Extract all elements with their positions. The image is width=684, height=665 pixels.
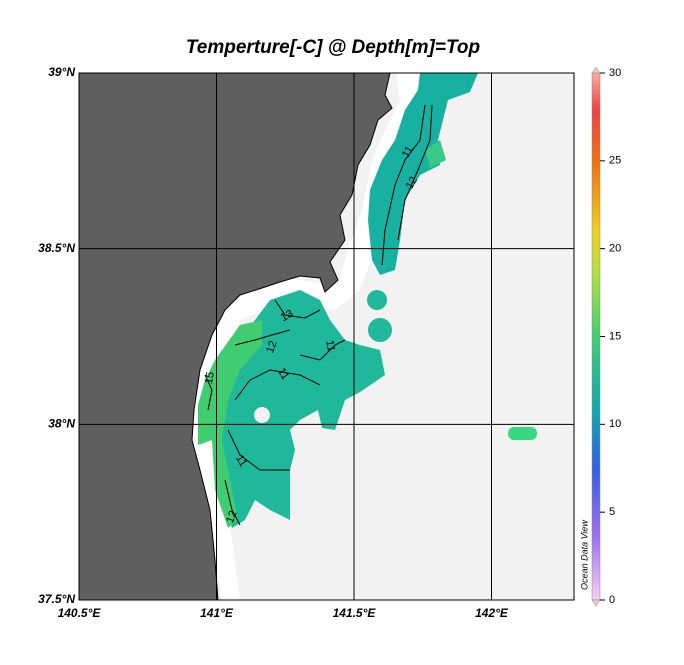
contour-label: 11 [233,453,249,469]
map-area [79,73,574,600]
colorbar-label: 25 [609,155,621,167]
colorbar-label: 0 [609,594,615,606]
contour-label: 11 [323,339,337,352]
contours [204,104,433,526]
land [79,73,393,600]
contour-label: 11 [275,366,291,382]
contour-label: 15 [203,371,217,385]
colorbar-label: 10 [609,418,621,430]
colorbar-label: 30 [609,67,621,79]
y-tick-label: 38°N [48,417,75,431]
watermark: Ocean Data View [579,520,589,590]
data-north [368,73,478,275]
contour-label: 12 [224,509,239,525]
x-tick-label: 142°E [475,606,509,620]
contour-label: 11 [400,144,416,160]
contour-label: 12 [264,339,279,355]
data-north-green [425,140,446,168]
contour-label: 12 [404,175,421,192]
x-tick-label: 140.5°E [58,606,102,620]
colorbar-label: 20 [609,243,621,255]
colorbar-label: 5 [609,506,615,518]
x-tick-label: 141.5°E [333,606,377,620]
y-tick-label: 38.5°N [38,241,75,255]
y-tick-label: 37.5°N [38,592,75,606]
data-spot [367,290,387,310]
coastal-zone [190,73,420,600]
map-title: Temperture[-C] @ Depth[m]=Top [186,37,480,58]
contour-label: 13 [279,308,296,325]
data-coastal-green [198,320,262,528]
data-spot [368,318,392,342]
x-tick-label: 141°E [200,606,234,620]
colorbar-label: 15 [609,330,621,342]
y-tick-label: 39°N [48,65,75,79]
colorbar [591,72,601,601]
colorbar-ends [591,66,601,607]
data-spot [508,427,537,440]
data-south [220,290,385,528]
data-hole [254,407,270,423]
